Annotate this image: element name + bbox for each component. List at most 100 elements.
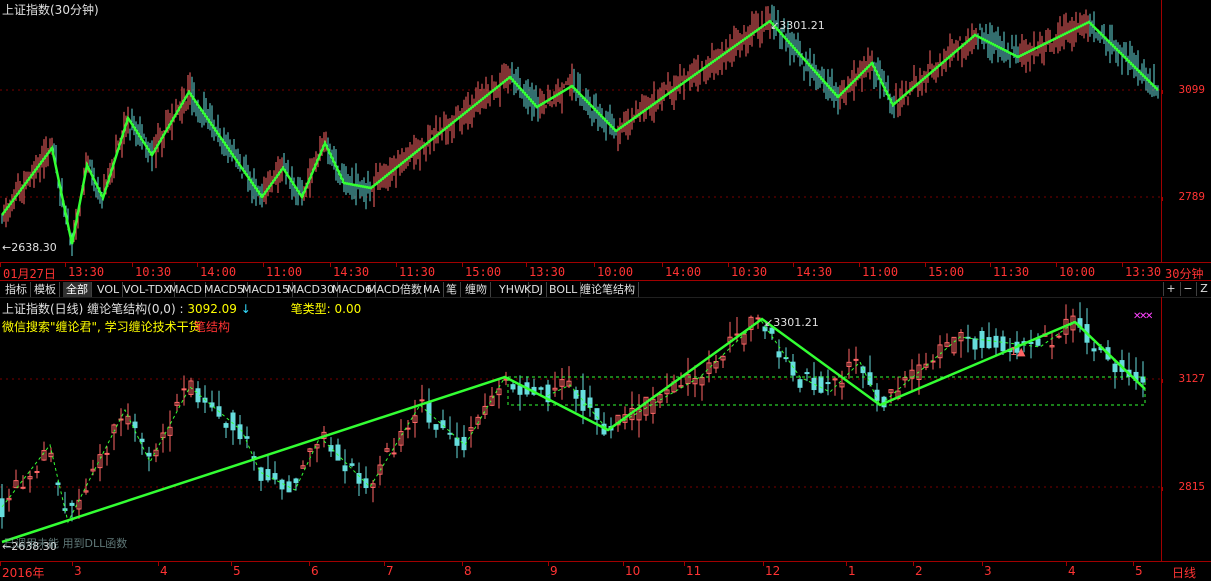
candle-body <box>398 431 404 446</box>
indicator-tab[interactable]: MACD5 <box>201 282 248 297</box>
indicator-tab[interactable]: MACD6 <box>329 282 376 297</box>
indicator-tab[interactable]: 指标 <box>2 282 31 297</box>
candle-body <box>230 412 236 431</box>
candle-body <box>916 364 922 380</box>
candle-body <box>1035 338 1041 346</box>
candle-body <box>104 452 110 455</box>
top-time-label: 15:00 <box>465 265 502 279</box>
candle-body <box>937 344 943 359</box>
candle-body <box>244 436 250 439</box>
candle-body <box>510 384 516 390</box>
candle-body <box>839 382 845 388</box>
indicator-tab[interactable]: VOL <box>94 282 124 297</box>
indicator-tab[interactable]: VOL-TDX <box>120 282 175 297</box>
top-kline-chart[interactable] <box>0 0 1161 262</box>
candle-body <box>594 408 600 420</box>
bottom-date-axis: 日线 2016年 3 4 5 6 7 8 9 10 11 12 1 2 3 4 5 <box>0 561 1211 580</box>
candle-body <box>174 401 180 406</box>
candle-body <box>20 486 26 489</box>
indicator-tab[interactable]: 缠吻 <box>462 282 491 297</box>
candle-body <box>349 463 355 466</box>
candle-body <box>314 444 320 449</box>
top-time-label: 14:30 <box>796 265 833 279</box>
top-price-3099: 3099 <box>1178 83 1206 96</box>
date-label: 11 <box>686 564 702 578</box>
candle-body <box>69 502 75 506</box>
indicator-tab[interactable]: BOLL <box>546 282 582 297</box>
candle-body <box>559 379 565 387</box>
candle-body <box>475 416 481 425</box>
date-label: 3 <box>984 564 992 578</box>
candle-body <box>580 389 586 411</box>
candle-body <box>167 426 173 436</box>
date-label: 1 <box>848 564 856 578</box>
candle-body <box>720 355 726 361</box>
top-chart-title: 上证指数(30分钟) <box>2 3 99 17</box>
date-label: 2016年 <box>2 566 45 580</box>
date-label: 4 <box>1068 564 1076 578</box>
indicator-tab[interactable]: YHW <box>496 282 529 297</box>
bi-type-label: 笔类型: 0.00 <box>290 302 362 316</box>
candle-body <box>755 317 761 320</box>
candle-body <box>13 480 19 489</box>
candle-body <box>265 469 271 481</box>
top-time-label: 11:00 <box>266 265 303 279</box>
window-button[interactable]: Z <box>1196 282 1211 296</box>
indicator-tab[interactable]: 全部 <box>63 282 92 297</box>
bottom-high-label: ↙3301.21 <box>764 316 819 329</box>
bottom-chart-title: 上证指数(日线) 缠论笔结构(0,0) : <box>2 302 184 316</box>
candle-body <box>986 337 992 349</box>
indicator-tab[interactable]: 模板 <box>31 282 60 297</box>
candle-body <box>97 454 103 469</box>
date-label: 2 <box>915 564 923 578</box>
indicator-tab[interactable]: 笔 <box>443 282 461 297</box>
indicator-tab[interactable]: MACD30 <box>284 282 338 297</box>
candle-body <box>517 385 523 395</box>
indicator-tab[interactable]: MACD15 <box>239 282 293 297</box>
candle-body <box>41 450 47 461</box>
candle-body <box>447 432 453 435</box>
window-button[interactable]: − <box>1180 282 1195 296</box>
candle-body <box>0 498 5 518</box>
candle-body <box>951 336 957 354</box>
candle-body <box>825 382 831 385</box>
top-time-label: 13:30 <box>1125 265 1162 279</box>
candle-body <box>797 379 803 388</box>
candle-body <box>209 402 215 408</box>
candle-body <box>664 389 670 395</box>
candle-body <box>405 427 411 430</box>
candle-body <box>909 369 915 379</box>
candle-body <box>328 445 334 452</box>
candle-body <box>853 358 859 361</box>
top-time-label: 13:30 <box>529 265 566 279</box>
candle-body <box>944 342 950 347</box>
candle-body <box>706 362 712 374</box>
bottom-price-2815: 2815 <box>1178 480 1206 493</box>
bottom-chart-header: 上证指数(日线) 缠论笔结构(0,0) : 3092.09 ↓ 笔类型: 0.0… <box>2 300 361 317</box>
candle-body <box>489 395 495 406</box>
top-time-label: 14:00 <box>200 265 237 279</box>
date-label: 7 <box>386 564 394 578</box>
indicator-tab[interactable]: KDJ <box>521 282 547 297</box>
candle-body <box>888 389 894 394</box>
candle-body <box>699 377 705 386</box>
indicator-tab[interactable]: MACD <box>166 282 206 297</box>
indicator-tab[interactable]: MA <box>420 282 445 297</box>
top-price-axis-line <box>1161 0 1162 262</box>
indicator-tab[interactable]: MACD倍数 <box>364 282 426 297</box>
date-label: 8 <box>464 564 472 578</box>
top-price-2789: 2789 <box>1178 190 1206 203</box>
window-button[interactable]: + <box>1163 282 1178 296</box>
candle-body <box>566 380 572 387</box>
top-time-label: 13:30 <box>68 265 105 279</box>
candle-body <box>181 388 187 391</box>
candle-body <box>146 452 152 457</box>
candle-body <box>958 332 964 342</box>
indicator-tab[interactable]: 缠论笔结构 <box>577 282 639 297</box>
candle-body <box>1091 348 1097 352</box>
candle-body <box>55 482 61 485</box>
bottom-bi-polyline <box>1 317 1146 544</box>
bottom-kline-chart[interactable]: ✕✕✕ <box>0 297 1161 561</box>
top-time-label: 10:00 <box>597 265 634 279</box>
top-time-axis: 30分钟 01月27日 13:30 10:30 14:00 11:00 14:30 11:3… <box>0 262 1211 281</box>
